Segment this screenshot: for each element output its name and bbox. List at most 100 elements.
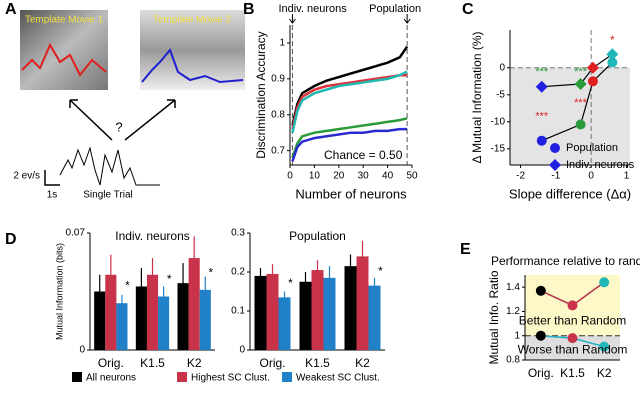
point: [599, 277, 610, 288]
trace: [21, 42, 107, 77]
x-tick-label: 40: [382, 171, 394, 182]
annotation: Population: [369, 3, 421, 15]
legend-label: Indiv. neurons: [566, 159, 635, 171]
point: [535, 285, 546, 296]
y-tick-label: 0: [79, 345, 85, 356]
question: ?: [115, 119, 122, 134]
annotation: *: [167, 272, 172, 286]
point: [535, 80, 548, 93]
annotation: *: [288, 276, 293, 290]
point: [606, 48, 619, 61]
x-tick-label: K2: [597, 366, 612, 380]
trial-label: Single Trial: [83, 190, 132, 201]
y-tick-label: 1: [514, 330, 520, 341]
annotation: *: [208, 265, 213, 279]
bar: [344, 266, 357, 350]
negative-region: [510, 67, 630, 165]
line: [291, 117, 408, 159]
spike-trace: [59, 146, 160, 186]
trace: [141, 48, 244, 84]
y-tick-label: 0.2: [231, 267, 245, 278]
bar: [158, 296, 170, 350]
y-axis-label: Mutual Information (bits): [54, 243, 64, 340]
x-tick-label: 0: [588, 171, 594, 182]
bar: [266, 273, 279, 350]
annotation: Worse than Random: [518, 342, 628, 356]
bar: [299, 281, 312, 350]
x-axis-label: Slope difference (Δα): [509, 186, 631, 201]
legend-marker: [550, 143, 560, 153]
annotation: ***: [574, 97, 588, 109]
bar: [199, 289, 211, 350]
chart-title: Indiv. neurons: [115, 229, 190, 243]
x-tick-label: -2: [516, 171, 525, 182]
x-tick-label: Orig.: [528, 366, 554, 380]
x-tick-label: K1.5: [140, 356, 165, 370]
point: [536, 135, 547, 146]
bar: [254, 275, 267, 350]
bar: [188, 258, 200, 350]
y-tick-label: 1.4: [506, 282, 520, 293]
legend-marker: [549, 159, 561, 171]
panel-label: D: [5, 231, 17, 248]
annotation: *: [125, 279, 130, 293]
movie-title: Template Movie 2: [153, 15, 232, 26]
point: [567, 300, 578, 311]
y-tick-label: 1: [279, 38, 285, 49]
scale-label: 2 ev/s: [13, 171, 40, 182]
x-tick-label: 0: [287, 171, 293, 182]
line: [291, 70, 408, 133]
bar: [177, 283, 189, 350]
point: [567, 333, 578, 344]
movie-title: Template Movie 1: [25, 15, 104, 26]
panel-a: A Template Movie 1 Template Movie 2 ? 2 …: [5, 1, 245, 201]
point: [575, 119, 586, 130]
x-tick-label: 30: [358, 171, 370, 182]
panel-label: C: [462, 1, 474, 18]
annotation: Indiv. neurons: [278, 3, 347, 15]
y-tick-label: 0.07: [66, 228, 86, 239]
chart-title: Performance relative to random: [491, 254, 640, 268]
y-tick-label: 0.7: [271, 145, 285, 156]
y-tick-label: 1.2: [506, 306, 520, 317]
movie-frame: [20, 10, 108, 90]
scale-label: 1s: [47, 190, 58, 201]
bar: [94, 291, 106, 350]
annotation: Better than Random: [519, 313, 626, 327]
y-tick-label: 0.3: [231, 228, 245, 239]
line: [291, 45, 409, 126]
bar: [323, 277, 336, 350]
y-tick-label: -5: [496, 89, 505, 100]
y-axis-label: Δ Mutual Information (%): [470, 31, 484, 163]
line: [291, 74, 408, 130]
y-tick-label: 0.1: [231, 306, 245, 317]
chart-title: Population: [289, 229, 346, 243]
annotation: *: [378, 264, 383, 278]
bar: [278, 297, 291, 350]
point: [587, 76, 598, 87]
x-tick-label: 20: [333, 171, 345, 182]
line: [541, 53, 613, 88]
x-tick-label: 10: [309, 171, 321, 182]
y-tick-label: 0.9: [271, 73, 285, 84]
y-axis-label: Discrimination Accuracy: [254, 31, 268, 158]
legend-label: All neurons: [86, 373, 136, 384]
x-tick-label: -1: [551, 171, 560, 182]
annotation: ***: [535, 110, 549, 122]
legend-label: Weakest SC Clust.: [296, 373, 380, 384]
line: [291, 127, 408, 162]
movie-frame: [140, 10, 245, 90]
legend-swatch: [72, 372, 82, 382]
y-tick-label: 0: [499, 62, 505, 73]
annotation-arrow: [403, 14, 411, 24]
bar: [368, 285, 381, 350]
x-tick-label: Orig.: [98, 356, 124, 370]
bar: [356, 256, 369, 350]
line: [541, 61, 613, 142]
annotation: Chance = 0.50: [324, 148, 403, 162]
legend-swatch: [177, 372, 187, 382]
scale-bar: [44, 170, 60, 186]
bar: [146, 274, 159, 350]
